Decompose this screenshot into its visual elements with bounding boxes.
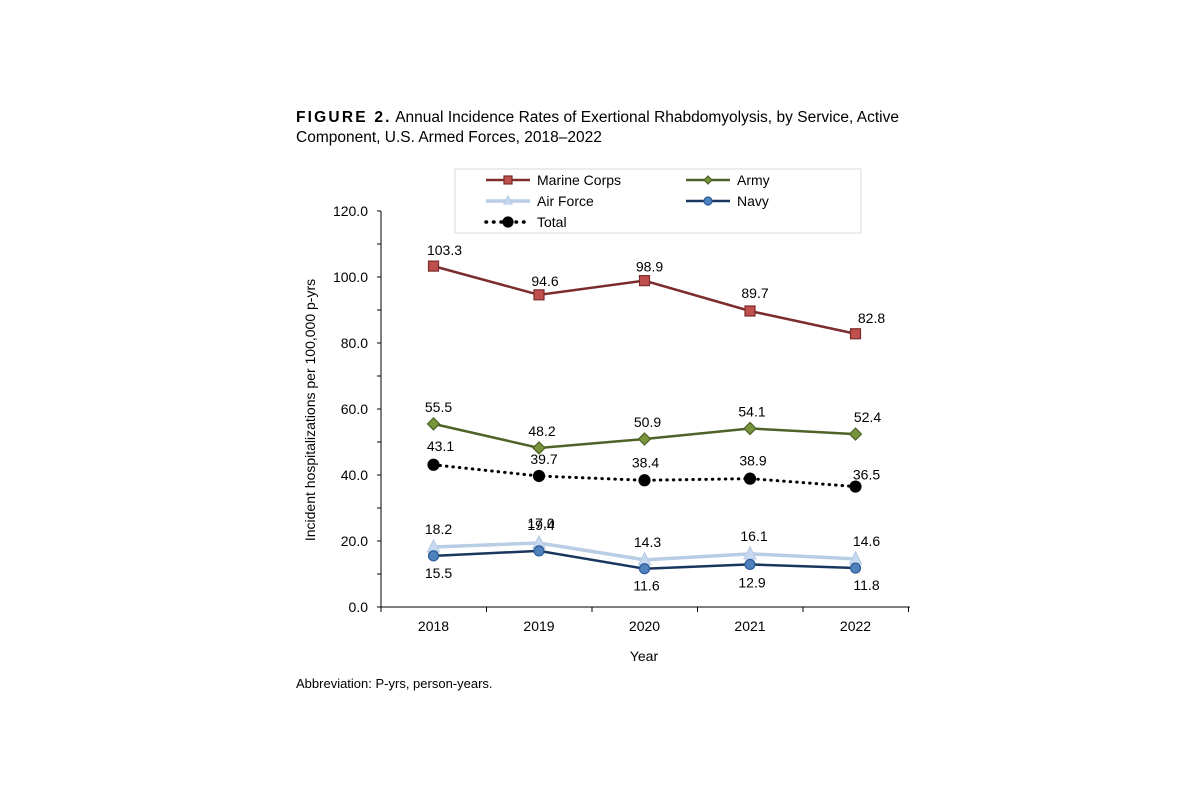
legend-marker	[502, 216, 514, 228]
navy-data-label: 12.9	[738, 574, 765, 590]
total-point	[849, 480, 862, 493]
navy-data-label: 17.0	[527, 515, 554, 531]
marine-point	[744, 305, 756, 317]
series-navy: 15.5 17.0 11.6 12.9 11.8	[425, 515, 880, 594]
marine-data-label: 82.8	[858, 310, 885, 326]
airforce-data-label: 14.3	[634, 534, 661, 550]
navy-point	[638, 563, 651, 575]
marine-data-label: 94.6	[531, 273, 558, 289]
legend-label: Navy	[737, 193, 769, 209]
total-data-label: 36.5	[853, 467, 880, 483]
army-data-label: 52.4	[854, 409, 881, 425]
marine-point	[638, 275, 651, 287]
series-airforce: 18.2 19.4 14.3 16.1 14.6	[425, 517, 880, 566]
airforce-data-label: 14.6	[853, 533, 880, 549]
y-tick-label: 80.0	[341, 335, 368, 351]
marine-data-label: 98.9	[636, 259, 663, 275]
y-tick-label: 0.0	[349, 599, 369, 615]
total-line	[432, 463, 857, 489]
y-tick-label: 100.0	[333, 269, 368, 285]
marine-point	[533, 289, 545, 301]
x-axis-title: Year	[630, 648, 659, 664]
legend-marker	[503, 194, 513, 205]
legend-item-army: Army	[686, 172, 770, 188]
legend-marker	[703, 196, 713, 206]
y-tick-label: 40.0	[341, 467, 368, 483]
marine-data-label: 89.7	[741, 285, 768, 301]
legend-label: Air Force	[537, 193, 594, 209]
y-tick-label: 20.0	[341, 533, 368, 549]
total-data-label: 43.1	[427, 438, 454, 454]
army-data-label: 50.9	[634, 414, 661, 430]
army-data-label: 54.1	[738, 403, 765, 419]
army-point	[743, 421, 757, 436]
chart-axes: 0.0 20.0 40.0 60.0 80.0 100.0 120.0 2018 2019 202…	[302, 203, 910, 664]
army-point	[637, 432, 652, 446]
total-point	[532, 469, 546, 483]
x-tick-label: 2021	[734, 618, 765, 634]
airforce-data-label: 18.2	[425, 521, 452, 537]
marine-point	[849, 328, 862, 340]
army-point	[426, 417, 441, 431]
series-total: 43.1 39.7 38.4 38.9 36.5	[427, 438, 880, 493]
marine-point	[427, 260, 440, 272]
navy-data-label: 11.6	[633, 578, 659, 594]
x-tick-label: 2018	[418, 618, 449, 634]
y-tick-label: 120.0	[333, 203, 368, 219]
army-point	[532, 441, 546, 455]
x-tick-label: 2020	[629, 618, 660, 634]
navy-point	[533, 545, 545, 557]
y-axis-title: Incident hospitalizations per 100,000 p-…	[302, 279, 318, 541]
legend-item-airforce: Air Force	[486, 193, 594, 209]
footnote: Abbreviation: P-yrs, person-years.	[296, 676, 493, 691]
total-data-label: 39.7	[530, 451, 557, 467]
y-tick-label: 60.0	[341, 401, 368, 417]
navy-point	[849, 562, 862, 574]
chart-legend: Marine Corps Army Air Force Navy Total	[454, 168, 862, 234]
figure-label: FIGURE 2.	[296, 109, 392, 126]
marine-data-label: 103.3	[427, 242, 462, 258]
army-point	[848, 427, 863, 441]
legend-marker	[503, 175, 513, 185]
legend-item-navy: Navy	[686, 193, 769, 209]
total-point	[638, 474, 651, 487]
airforce-data-label: 16.1	[740, 528, 767, 544]
legend-label: Total	[537, 214, 567, 230]
airforce-data-label: 19.4	[527, 517, 554, 533]
series-marine: 103.3 94.6 98.9 89.7 82.8	[427, 242, 885, 340]
figure-title: Annual Incidence Rates of Exertional Rha…	[296, 109, 899, 146]
x-tick-label: 2019	[523, 618, 554, 634]
legend-label: Army	[737, 172, 770, 188]
navy-point	[744, 558, 756, 571]
army-data-label: 48.2	[528, 423, 555, 439]
x-tick-label: 2022	[840, 618, 871, 634]
total-point	[743, 472, 757, 485]
army-data-label: 55.5	[425, 399, 452, 415]
legend-item-total: Total	[484, 214, 567, 230]
series-army: 55.5 48.2 50.9 54.1 52.4	[425, 399, 881, 455]
chart-series: 103.3 94.6 98.9 89.7 82.8 55.5 48.2 50.9 54.1 52.…	[425, 242, 885, 594]
legend-marker	[703, 175, 713, 185]
total-data-label: 38.4	[632, 454, 659, 470]
legend-label: Marine Corps	[537, 172, 621, 188]
navy-data-label: 15.5	[425, 565, 452, 581]
navy-data-label: 11.8	[853, 577, 879, 593]
figure-caption: FIGURE 2. Annual Incidence Rates of Exer…	[296, 108, 899, 148]
legend-item-marine: Marine Corps	[486, 172, 621, 188]
total-point	[427, 458, 440, 471]
total-data-label: 38.9	[739, 453, 766, 469]
navy-point	[427, 550, 440, 562]
